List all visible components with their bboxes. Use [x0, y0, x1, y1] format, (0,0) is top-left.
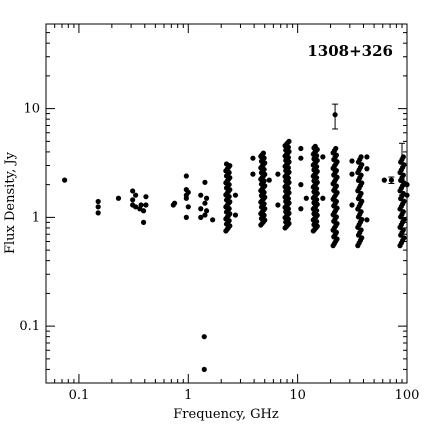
plot-frame [45, 23, 408, 384]
data-point [198, 192, 204, 198]
data-point [95, 204, 101, 210]
data-point [95, 210, 101, 216]
data-point [349, 171, 355, 177]
axis-tick-labels: 0.1 1 10 100 0.1 1 10 [19, 102, 419, 403]
data-point [140, 208, 147, 214]
data-point [232, 212, 239, 218]
data-point [201, 334, 207, 340]
data-point [404, 182, 410, 188]
data-point [364, 166, 370, 172]
data-point [198, 206, 204, 212]
data-point [381, 177, 387, 183]
data-point [202, 200, 208, 206]
data-point [364, 154, 370, 160]
y-tick-label: 10 [23, 102, 40, 117]
data-point [183, 173, 189, 179]
x-tick-label: 100 [395, 388, 420, 403]
data-point [332, 112, 338, 118]
data-point [140, 219, 147, 225]
x-tick-label: 10 [289, 388, 306, 403]
data-point [133, 204, 139, 210]
data-point [185, 189, 191, 195]
data-point [133, 192, 139, 198]
data-point [349, 158, 355, 164]
data-point [275, 202, 281, 208]
data-point [201, 366, 207, 373]
data-point [138, 202, 144, 208]
data-point [312, 143, 318, 149]
y-axis-label: Flux Density, Jy [3, 151, 18, 254]
data-point [275, 171, 281, 177]
x-axis-label: Frequency, GHz [173, 407, 279, 422]
data-point [143, 194, 149, 200]
data-point [203, 195, 210, 201]
data-point [298, 206, 304, 212]
data-point [333, 145, 339, 152]
data-point [298, 182, 304, 188]
data-point [404, 192, 410, 198]
data-point [95, 198, 101, 205]
data-point [202, 212, 208, 218]
data-point [210, 217, 216, 223]
data-point [298, 155, 304, 161]
data-point [183, 214, 189, 220]
data-point [185, 204, 191, 210]
data-point [250, 171, 256, 177]
y-tick-label: 0.1 [19, 319, 40, 334]
data-point [349, 202, 355, 208]
data-point [286, 138, 292, 144]
data-point [298, 145, 304, 152]
data-point [198, 214, 204, 220]
data-points [62, 103, 410, 373]
data-point [130, 197, 136, 203]
data-point [364, 217, 370, 223]
data-point [172, 200, 178, 206]
data-point [266, 177, 272, 183]
data-point [202, 179, 208, 185]
data-point [250, 155, 256, 161]
data-point [203, 208, 210, 214]
data-point [115, 195, 122, 201]
data-point [130, 188, 136, 194]
data-point [388, 177, 394, 183]
chart-title: 1308+326 [307, 42, 393, 60]
data-point [320, 154, 326, 160]
data-point [303, 195, 309, 201]
data-point [223, 161, 230, 167]
data-point [62, 177, 68, 183]
x-tick-label: 1 [184, 388, 192, 403]
data-point [400, 154, 406, 160]
data-point [143, 202, 149, 208]
data-point [232, 192, 239, 198]
x-tick-label: 0.1 [69, 388, 90, 403]
data-point [260, 150, 267, 156]
data-point [399, 177, 405, 183]
data-point [358, 154, 364, 160]
data-point [320, 195, 326, 201]
y-tick-label: 1 [32, 210, 40, 225]
